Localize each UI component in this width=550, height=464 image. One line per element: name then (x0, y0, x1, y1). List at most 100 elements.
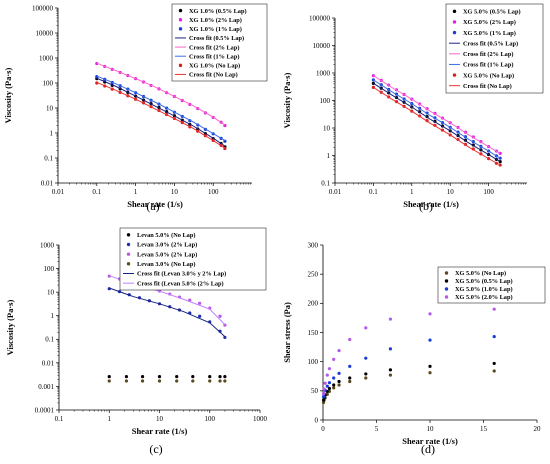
data-point (223, 335, 227, 340)
y-axis-title: Shear stress (Pa) (282, 302, 292, 363)
series-line-7 (96, 82, 226, 149)
series-line-5 (373, 79, 501, 159)
chart-panel-b: 0.01 0.1 1 10 1000.1110100100010000100000She… (282, 3, 544, 213)
data-point (223, 375, 227, 379)
data-point (218, 314, 222, 318)
data-point (348, 379, 352, 384)
series-line-4 (373, 75, 501, 154)
y-tick-label: 10000 (313, 42, 331, 50)
x-axis-title: Shear rate (1/s) (403, 199, 459, 209)
series-line-7 (373, 86, 501, 166)
data-point (198, 301, 202, 305)
data-point (364, 326, 368, 330)
y-tick-label: 150 (308, 329, 319, 337)
data-point (428, 338, 432, 342)
data-point (107, 379, 111, 383)
data-point (492, 361, 496, 366)
y-tick-label: 10000 (36, 29, 54, 37)
y-tick-label: 0.01 (41, 179, 54, 187)
legend-swatch-marker (444, 271, 449, 275)
panel-label: (a) (146, 199, 159, 213)
data-point (124, 379, 129, 383)
x-tick-label: 10 (447, 188, 455, 196)
data-point (140, 375, 145, 379)
y-tick-label: 100 (43, 79, 54, 87)
y-tick-label: 100 (308, 358, 319, 366)
legend-swatch-marker (126, 262, 131, 266)
x-tick-label: 1 (134, 188, 138, 196)
legend-entry: Levan 5.0% (No Lap) (137, 232, 195, 239)
y-tick-label: 50 (311, 387, 319, 395)
y-tick-label: 10 (323, 124, 331, 132)
legend-entry: Cross fit (No Lap) (189, 72, 238, 79)
data-point (175, 379, 179, 383)
x-tick-label: 0.1 (92, 188, 101, 196)
y-tick-label: 0.1 (44, 154, 53, 162)
legend-entry: Cross fit (Levan 3.0% y 2% Lap) (137, 271, 226, 278)
legend-entry: Cross fit (Levan 5.0% (2% Lap) (137, 280, 224, 287)
data-point (223, 379, 227, 383)
legend-swatch-marker (178, 27, 183, 31)
data-point (140, 379, 145, 383)
data-point (348, 376, 352, 380)
legend-swatch-marker (452, 20, 457, 24)
data-point (321, 392, 326, 396)
y-tick-label: 0.01 (42, 359, 55, 367)
legend-box (171, 3, 268, 82)
x-tick-label: 0.1 (369, 188, 378, 196)
x-tick-label: 15 (480, 425, 488, 433)
data-point (175, 375, 179, 379)
data-point (322, 387, 326, 391)
y-tick-label: 0.1 (45, 336, 54, 344)
data-point (337, 371, 341, 375)
data-point (323, 381, 327, 385)
legend-swatch-marker (126, 252, 131, 256)
y-tick-label: 0.1 (321, 179, 330, 187)
data-point (198, 314, 202, 318)
data-point (388, 317, 393, 321)
y-tick-label: 300 (308, 241, 319, 249)
data-point (325, 373, 329, 377)
legend-entry: Levan 3.0% (2% Lap) (137, 242, 197, 249)
data-point (218, 379, 222, 383)
y-tick-label: 10 (46, 104, 54, 112)
x-tick-label: 1000 (253, 415, 268, 423)
panel-label: (c) (149, 442, 162, 456)
data-point (428, 371, 432, 375)
data-point (332, 376, 336, 380)
legend-swatch-marker (452, 30, 457, 35)
y-tick-label: 100000 (309, 14, 331, 22)
legend-entry: XG 5.0% (1.0% Lap) (455, 286, 513, 293)
data-point (124, 375, 129, 379)
x-tick-label: 100 (208, 188, 219, 196)
data-point (492, 369, 496, 373)
data-point (388, 347, 393, 351)
data-point (348, 364, 352, 368)
data-point (332, 383, 336, 387)
chart-panel-a: 0.01 0.1 1 10 100 0.01 0.1 1 10 100 1000 10000 10000… (3, 3, 268, 213)
x-tick-label: 10 (156, 415, 164, 423)
legend: Levan 5.0% (No Lap) Levan 3.0% (2% Lap) Le… (119, 227, 267, 291)
legend-box (445, 3, 544, 94)
legend-entry: XG 1.0% (No Lap) (189, 63, 240, 70)
x-tick-label: 5 (375, 425, 379, 433)
panel-label: (b) (419, 199, 433, 213)
x-tick-label: 0.1 (55, 415, 64, 423)
legend-entry: Cross fit (1% Lap) (463, 62, 513, 69)
legend-swatch-marker (178, 8, 183, 13)
data-point (492, 334, 496, 339)
legend-entry: XG 5.0% (0.5% Lap) (463, 9, 521, 16)
series-line-5 (96, 75, 226, 141)
data-point (332, 386, 336, 390)
x-tick-label: 0.01 (329, 188, 342, 196)
legend-swatch-marker (444, 279, 449, 283)
panel-label: (d) (421, 442, 435, 456)
y-axis-title: Viscosity (Pa·s) (3, 68, 13, 124)
legend-entry: XG 5.0% (No Lap) (455, 270, 506, 277)
data-point (107, 375, 111, 379)
y-tick-label: 1000 (316, 69, 331, 77)
data-point (428, 364, 432, 368)
data-point (388, 368, 393, 372)
